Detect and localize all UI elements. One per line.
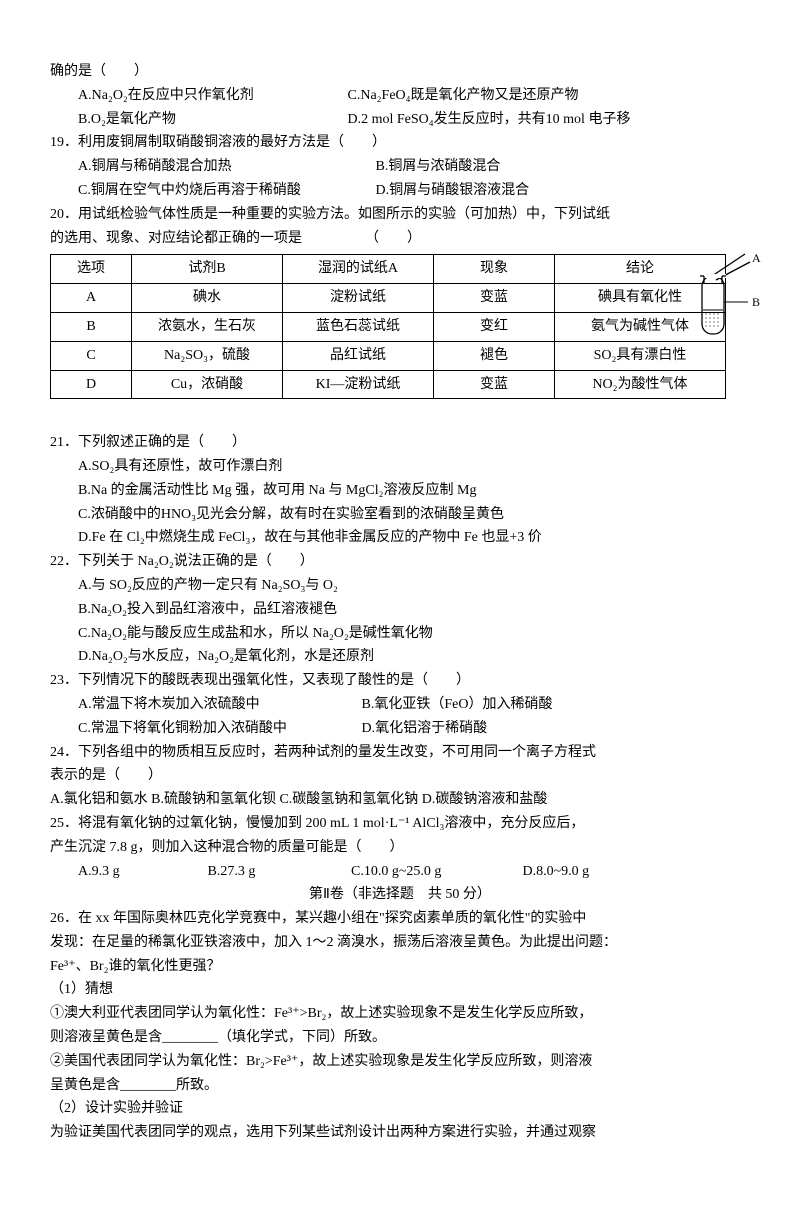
cell: 淀粉试纸 [283,284,434,313]
th-paper: 湿润的试纸A [283,255,434,284]
cell: 变红 [434,312,555,341]
page-content: 确的是（ ） A.Na₂O₂在反应中只作氧化剂 C.Na₂FeO₄既是氧化产物又… [50,60,750,1145]
q23-C: C.常温下将氧化铜粉加入浓硝酸中 [78,717,358,741]
q18-C: C.Na₂FeO₄既是氧化产物又是还原产物 [348,88,579,103]
q19-C: C.铜屑在空气中灼烧后再溶于稀硝酸 [78,179,372,203]
q22-A: A.与 SO₂反应的产物一定只有 Na₂SO₃与 O₂ [50,574,750,598]
table-row: D Cu，浓硝酸 KI—淀粉试纸 变蓝 NO₂为酸性气体 [51,370,726,399]
table-row: B 浓氨水，生石灰 蓝色石蕊试纸 变红 氨气为碱性气体 [51,312,726,341]
q20-stem1: 20．用试纸检验气体性质是一种重要的实验方法。如图所示的实验（可加热）中，下列试… [50,203,750,227]
q26-l2: 发现：在足量的稀氯化亚铁溶液中，加入 1～2 滴溴水，振荡后溶液呈黄色。为此提出… [50,931,750,955]
th-reagent: 试剂B [132,255,283,284]
q21-stem: 21．下列叙述正确的是（ ） [50,431,750,455]
q25-C: C.10.0 g~25.0 g [351,860,519,884]
q18-lead: 确的是（ ） [50,60,750,84]
q21-C: C.浓硝酸中的HNO₃见光会分解，故有时在实验室看到的浓硝酸呈黄色 [50,503,750,527]
q23-D: D.氧化铝溶于稀硝酸 [362,721,488,736]
cell: 变蓝 [434,370,555,399]
cell: 变蓝 [434,284,555,313]
q23-row2: C.常温下将氧化铜粉加入浓硝酸中 D.氧化铝溶于稀硝酸 [50,717,750,741]
q18-row1: A.Na₂O₂在反应中只作氧化剂 C.Na₂FeO₄既是氧化产物又是还原产物 [50,84,750,108]
cell: Na₂SO₃，硫酸 [132,341,283,370]
q23-row1: A.常温下将木炭加入浓硫酸中 B.氧化亚铁（FeO）加入稀硝酸 [50,693,750,717]
q18-A: A.Na₂O₂在反应中只作氧化剂 [78,84,344,108]
q25-stem2: 产生沉淀 7.8 g，则加入这种混合物的质量可能是（ ） [50,836,750,860]
q24-opts: A.氯化铝和氨水 B.硫酸钠和氢氧化钡 C.碳酸氢钠和氢氧化钠 D.碳酸钠溶液和… [50,788,750,812]
cell: A [51,284,132,313]
q19-row2: C.铜屑在空气中灼烧后再溶于稀硝酸 D.铜屑与硝酸银溶液混合 [50,179,750,203]
q25-stem1: 25．将混有氧化钠的过氧化钠，慢慢加到 200 mL 1 mol·L⁻¹ AlC… [50,812,750,836]
th-observ: 现象 [434,255,555,284]
q26-l1: 26．在 xx 年国际奥林匹克化学竞赛中，某兴趣小组在"探究卤素单质的氧化性"的… [50,907,750,931]
q19-B: B.铜屑与浓硝酸混合 [376,159,501,174]
q20-table-wrap: 选项 试剂B 湿润的试纸A 现象 结论 A 碘水 淀粉试纸 变蓝 碘具有氧化性 … [50,254,750,399]
q21-A: A.SO₂具有还原性，故可作漂白剂 [50,455,750,479]
q26-s1: （1）猜想 [50,978,750,1002]
table-row: A 碘水 淀粉试纸 变蓝 碘具有氧化性 [51,284,726,313]
cell: 浓氨水，生石灰 [132,312,283,341]
part-ii-heading: 第Ⅱ卷（非选择题 共 50 分） [50,883,750,907]
cell: B [51,312,132,341]
q19-row1: A.铜屑与稀硝酸混合加热 B.铜屑与浓硝酸混合 [50,155,750,179]
q19-D: D.铜屑与硝酸银溶液混合 [376,183,530,198]
cell: NO₂为酸性气体 [555,370,726,399]
q20-table: 选项 试剂B 湿润的试纸A 现象 结论 A 碘水 淀粉试纸 变蓝 碘具有氧化性 … [50,254,726,399]
q20-stem2: 的选用、现象、对应结论都正确的一项是 （ ） [50,227,750,251]
q18-row2: B.O₂是氧化产物 D.2 mol FeSO₄发生反应时，共有10 mol 电子… [50,108,750,132]
q26-g1b: 则溶液呈黄色是含________（填化学式，下同）所致。 [50,1026,750,1050]
test-tube-icon: A B [690,250,770,350]
cell: 蓝色石蕊试纸 [283,312,434,341]
q26-l3: Fe³⁺、Br₂谁的氧化性更强？ [50,955,750,979]
q26-s2: （2）设计实验并验证 [50,1097,750,1121]
q24-stem2: 表示的是（ ） [50,764,750,788]
th-option: 选项 [51,255,132,284]
table-header-row: 选项 试剂B 湿润的试纸A 现象 结论 [51,255,726,284]
q26-d1: 为验证美国代表团同学的观点，选用下列某些试剂设计出两种方案进行实验，并通过观察 [50,1121,750,1145]
cell: D [51,370,132,399]
q22-C: C.Na₂O₂能与酸反应生成盐和水，所以 Na₂O₂是碱性氧化物 [50,622,750,646]
cell: Cu，浓硝酸 [132,370,283,399]
q19-stem: 19．利用废铜屑制取硝酸铜溶液的最好方法是（ ） [50,131,750,155]
cell: 品红试纸 [283,341,434,370]
q23-stem: 23．下列情况下的酸既表现出强氧化性，又表现了酸性的是（ ） [50,669,750,693]
q18-D: D.2 mol FeSO₄发生反应时，共有10 mol 电子移 [348,112,631,127]
cell: 碘水 [132,284,283,313]
q26-g2a: ②美国代表团同学认为氧化性：Br₂>Fe³⁺，故上述实验现象是发生化学反应所致，… [50,1050,750,1074]
table-row: C Na₂SO₃，硫酸 品红试纸 褪色 SO₂具有漂白性 [51,341,726,370]
q25-A: A.9.3 g [78,860,204,884]
q26-g2b: 呈黄色是含________所致。 [50,1074,750,1098]
q25-B: B.27.3 g [208,860,348,884]
q19-A: A.铜屑与稀硝酸混合加热 [78,155,372,179]
q21-B: B.Na 的金属活动性比 Mg 强，故可用 Na 与 MgCl₂溶液反应制 Mg [50,479,750,503]
cell: KI—淀粉试纸 [283,370,434,399]
q24-stem1: 24．下列各组中的物质相互反应时，若两种试剂的量发生改变，不可用同一个离子方程式 [50,741,750,765]
cell: C [51,341,132,370]
q22-D: D.Na₂O₂与水反应，Na₂O₂是氧化剂，水是还原剂 [50,645,750,669]
q18-B: B.O₂是氧化产物 [78,108,344,132]
q25-opts: A.9.3 g B.27.3 g C.10.0 g~25.0 g D.8.0~9… [50,860,750,884]
q26-g1a: ①澳大利亚代表团同学认为氧化性：Fe³⁺>Br₂，故上述实验现象不是发生化学反应… [50,1002,750,1026]
q22-stem: 22．下列关于 Na₂O₂说法正确的是（ ） [50,550,750,574]
svg-text:A: A [752,251,761,265]
q23-B: B.氧化亚铁（FeO）加入稀硝酸 [362,697,553,712]
q23-A: A.常温下将木炭加入浓硫酸中 [78,693,358,717]
cell: 褪色 [434,341,555,370]
q22-B: B.Na₂O₂投入到品红溶液中，品红溶液褪色 [50,598,750,622]
svg-text:B: B [752,295,760,309]
q25-D: D.8.0~9.0 g [523,864,590,879]
q21-D: D.Fe 在 Cl₂中燃烧生成 FeCl₃，故在与其他非金属反应的产物中 Fe … [50,526,750,550]
